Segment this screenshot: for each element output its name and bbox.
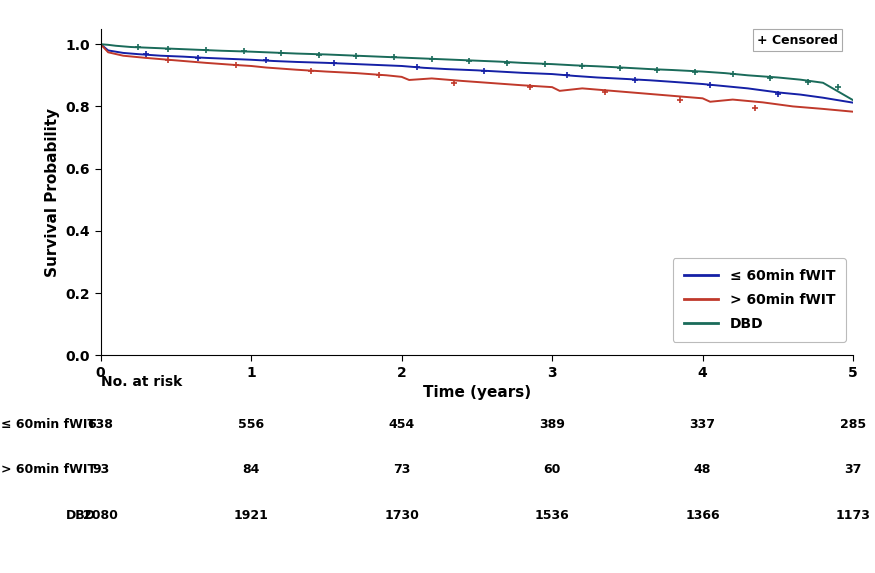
Text: ≤ 60min fWIT: ≤ 60min fWIT [1, 418, 96, 430]
Text: 337: 337 [690, 418, 716, 430]
Legend: ≤ 60min fWIT, > 60min fWIT, DBD: ≤ 60min fWIT, > 60min fWIT, DBD [673, 258, 846, 342]
X-axis label: Time (years): Time (years) [423, 385, 531, 400]
Text: 389: 389 [539, 418, 565, 430]
Text: 2080: 2080 [83, 509, 118, 522]
Text: 73: 73 [393, 464, 410, 476]
Text: 556: 556 [238, 418, 264, 430]
Text: 638: 638 [88, 418, 114, 430]
Text: 1536: 1536 [535, 509, 570, 522]
Text: > 60min fWIT: > 60min fWIT [1, 464, 96, 476]
Text: DBD: DBD [66, 509, 96, 522]
Text: 84: 84 [242, 464, 260, 476]
Text: 37: 37 [844, 464, 862, 476]
Y-axis label: Survival Probability: Survival Probability [45, 107, 60, 277]
Text: + Censored: + Censored [757, 34, 838, 46]
Text: 1173: 1173 [836, 509, 871, 522]
Text: 1921: 1921 [234, 509, 269, 522]
Text: 93: 93 [92, 464, 109, 476]
Text: 1366: 1366 [685, 509, 720, 522]
Text: 48: 48 [694, 464, 711, 476]
Text: No. at risk: No. at risk [101, 375, 182, 389]
Text: 60: 60 [543, 464, 561, 476]
Text: 285: 285 [840, 418, 866, 430]
Text: 454: 454 [388, 418, 415, 430]
Text: 1730: 1730 [384, 509, 419, 522]
